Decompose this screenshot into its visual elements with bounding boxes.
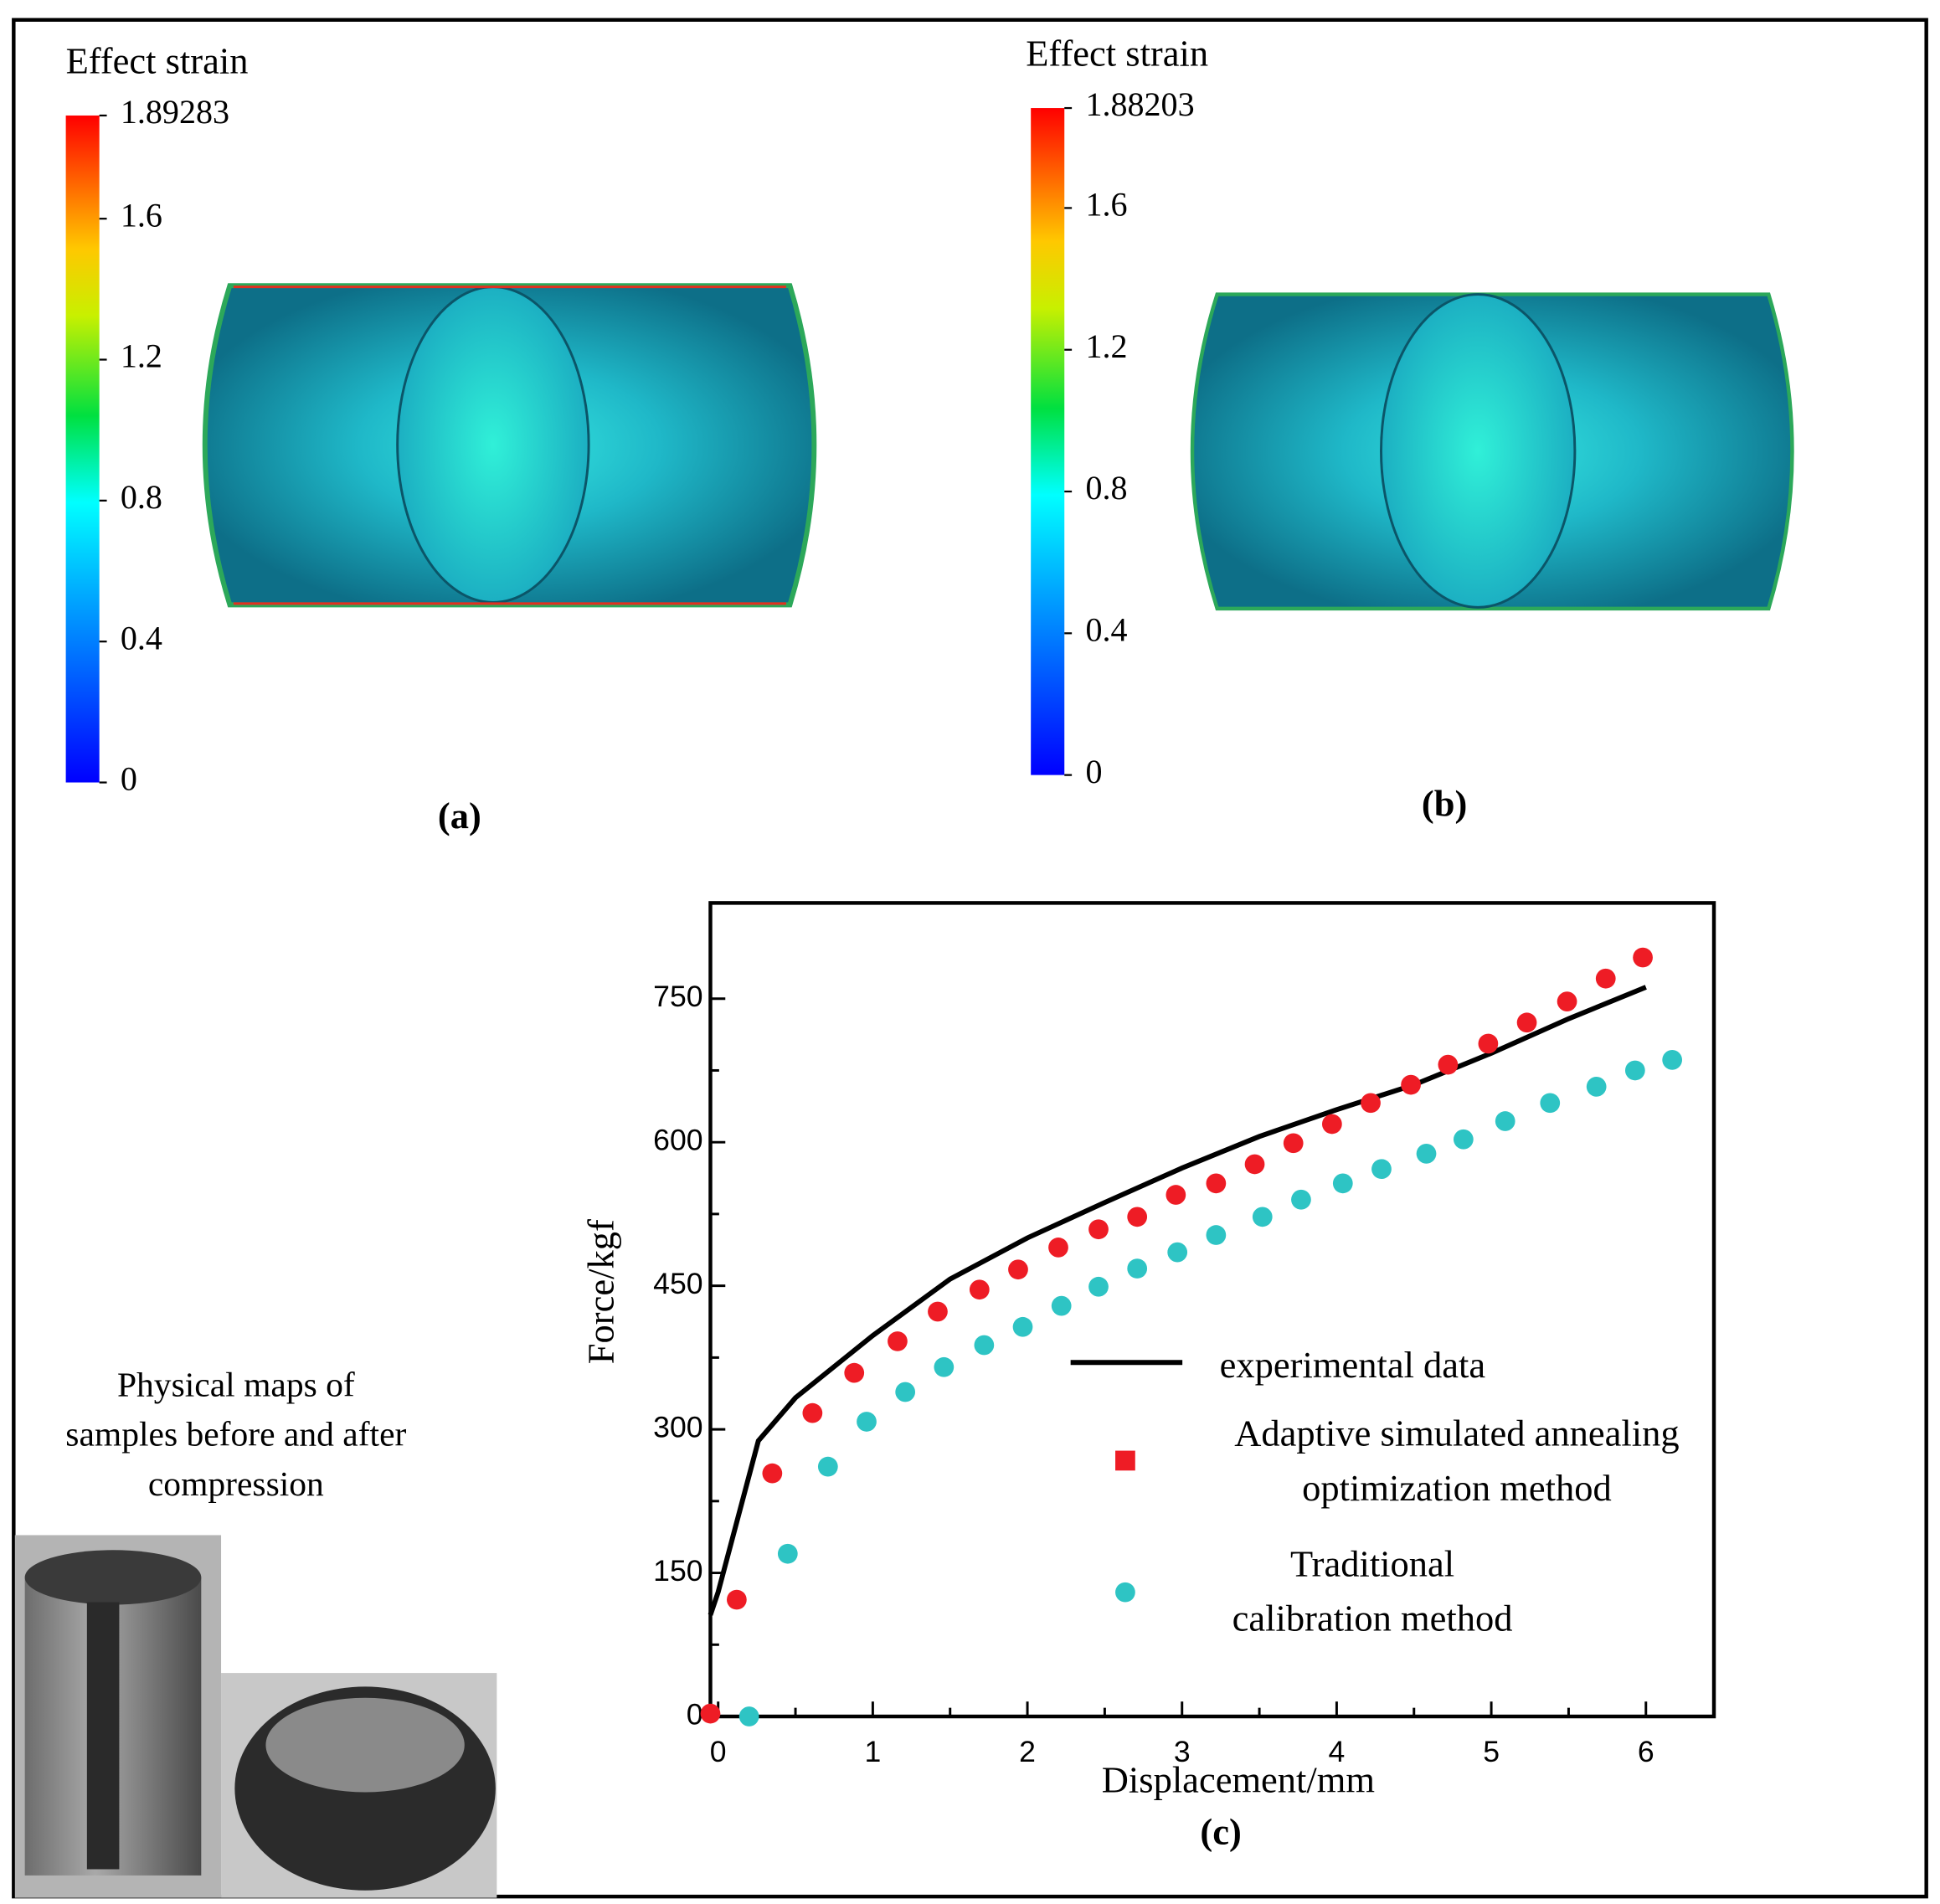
legend-marker [1115,1582,1135,1603]
data-point [1322,1114,1342,1135]
legend-marker [1115,1450,1135,1471]
x-tick-label: 5 [1483,1735,1500,1768]
data-point [895,1382,916,1402]
data-point [974,1335,995,1356]
colorbar-tick-label: 0 [1085,753,1102,790]
sample-photos [14,1535,497,1898]
x-tick-label: 6 [1638,1735,1654,1768]
data-line [708,985,1647,1616]
x-tick-label: 3 [1174,1735,1191,1768]
x-axis-label: Displacement/mm [1102,1758,1375,1800]
colorbar-tick-label: 1.6 [1085,186,1127,224]
y-tick-label: 0 [687,1697,703,1731]
data-point [928,1301,948,1322]
x-tick-label: 4 [1329,1735,1346,1768]
colorbar-tick-label: 1.89283 [121,93,229,131]
data-point [1586,1077,1607,1097]
data-point [1416,1144,1437,1164]
data-point [1662,1050,1683,1070]
panel-label: (c) [1200,1811,1241,1853]
data-point [738,1706,759,1726]
data-point [1008,1259,1028,1280]
data-point [1291,1189,1311,1210]
data-point [969,1279,990,1300]
photo-caption: Physical maps of samples before and afte… [65,1366,407,1505]
data-point [1167,1242,1188,1263]
colorbar-title: Effect strain [1026,32,1208,74]
y-tick-label: 600 [653,1124,702,1157]
data-point [1371,1159,1392,1180]
data-point [1012,1316,1033,1337]
x-tick-label: 1 [864,1735,881,1768]
legend-label: Adaptive simulated annealing optimizatio… [1234,1413,1680,1510]
data-point [1206,1225,1227,1245]
colorbar-tick-label: 1.2 [1085,327,1127,365]
data-point [727,1589,747,1610]
colorbar-tick-label: 1.6 [121,196,162,234]
data-point [1401,1074,1421,1095]
data-point [1478,1033,1499,1054]
data-point [1252,1207,1273,1227]
colorbar [1031,108,1065,775]
data-point [1516,1012,1537,1033]
data-point [1557,991,1577,1012]
y-axis-label: Force/kgf [580,1219,622,1364]
simulation-render-a [202,283,817,608]
colorbar-tick-label: 1.2 [121,337,162,375]
data-point [762,1463,783,1484]
data-point [1127,1207,1148,1227]
y-tick-label: 450 [653,1267,702,1300]
y-tick-label: 750 [653,980,702,1013]
data-point [1048,1238,1068,1258]
x-tick-label: 0 [710,1735,727,1768]
data-point [1438,1054,1459,1075]
data-point [1624,1060,1645,1081]
data-point [1283,1133,1304,1154]
colorbar-tick-label: 0.4 [121,619,162,656]
colorbar-tick-label: 0.4 [1085,611,1127,649]
data-point [934,1356,955,1377]
data-point [1244,1154,1265,1175]
colorbar-tick-label: 0 [121,760,137,798]
data-point [1127,1258,1148,1279]
data-point [700,1703,721,1724]
data-point [817,1456,838,1477]
plot-frame [708,901,1716,1719]
legend-label: experimental data [1219,1345,1486,1387]
data-point [1595,968,1616,989]
data-point [1633,947,1653,968]
colorbar [65,115,100,783]
legend-label: Traditional calibration method [1232,1543,1513,1640]
data-point [1166,1185,1186,1205]
x-tick-label: 2 [1019,1735,1036,1768]
data-point [1088,1276,1109,1297]
y-tick-label: 150 [653,1554,702,1588]
data-point [888,1331,908,1351]
colorbar-title: Effect strain [66,39,249,81]
colorbar-tick-label: 0.8 [121,478,162,516]
data-point [844,1362,865,1383]
data-point [1088,1219,1109,1240]
y-tick-label: 300 [653,1411,702,1444]
frame [12,18,1928,1899]
data-point [802,1402,823,1423]
data-point [1361,1093,1381,1114]
data-point [857,1412,877,1432]
data-point [1206,1173,1227,1194]
colorbar-tick-label: 0.8 [1085,469,1127,507]
colorbar-tick-label: 1.88203 [1085,85,1194,123]
panel-label: (b) [1422,782,1467,824]
panel-label: (a) [438,795,481,836]
data-point [777,1543,798,1564]
data-point [1495,1111,1515,1131]
data-point [1453,1129,1474,1150]
data-point [1051,1295,1072,1316]
data-point [1540,1093,1561,1114]
simulation-render-b [1190,292,1794,611]
data-point [1332,1173,1353,1194]
